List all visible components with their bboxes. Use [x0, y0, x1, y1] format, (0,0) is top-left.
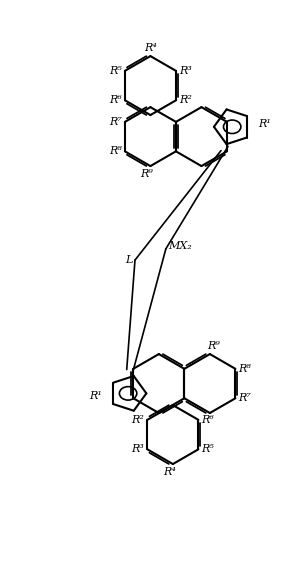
Text: R⁷: R⁷ — [109, 117, 122, 127]
Text: R¹: R¹ — [258, 119, 271, 129]
Text: R²: R² — [131, 415, 144, 425]
Text: R⁶: R⁶ — [201, 415, 214, 425]
Text: R¹: R¹ — [89, 391, 102, 401]
Text: R⁹: R⁹ — [140, 169, 153, 179]
Text: R⁴: R⁴ — [164, 467, 176, 477]
Text: MX₂: MX₂ — [169, 241, 192, 251]
Text: R⁶: R⁶ — [109, 95, 122, 105]
Text: R⁸: R⁸ — [109, 146, 122, 156]
Text: R³: R³ — [179, 66, 192, 76]
Text: R⁸: R⁸ — [238, 364, 251, 374]
Text: R⁷: R⁷ — [238, 393, 251, 403]
Text: R⁹: R⁹ — [208, 341, 220, 351]
Text: R³: R³ — [131, 444, 144, 455]
Text: L: L — [125, 255, 132, 265]
Text: R²: R² — [179, 95, 192, 105]
Text: R⁵: R⁵ — [201, 444, 214, 455]
Text: R⁴: R⁴ — [144, 43, 157, 53]
Text: R⁵: R⁵ — [109, 66, 122, 76]
